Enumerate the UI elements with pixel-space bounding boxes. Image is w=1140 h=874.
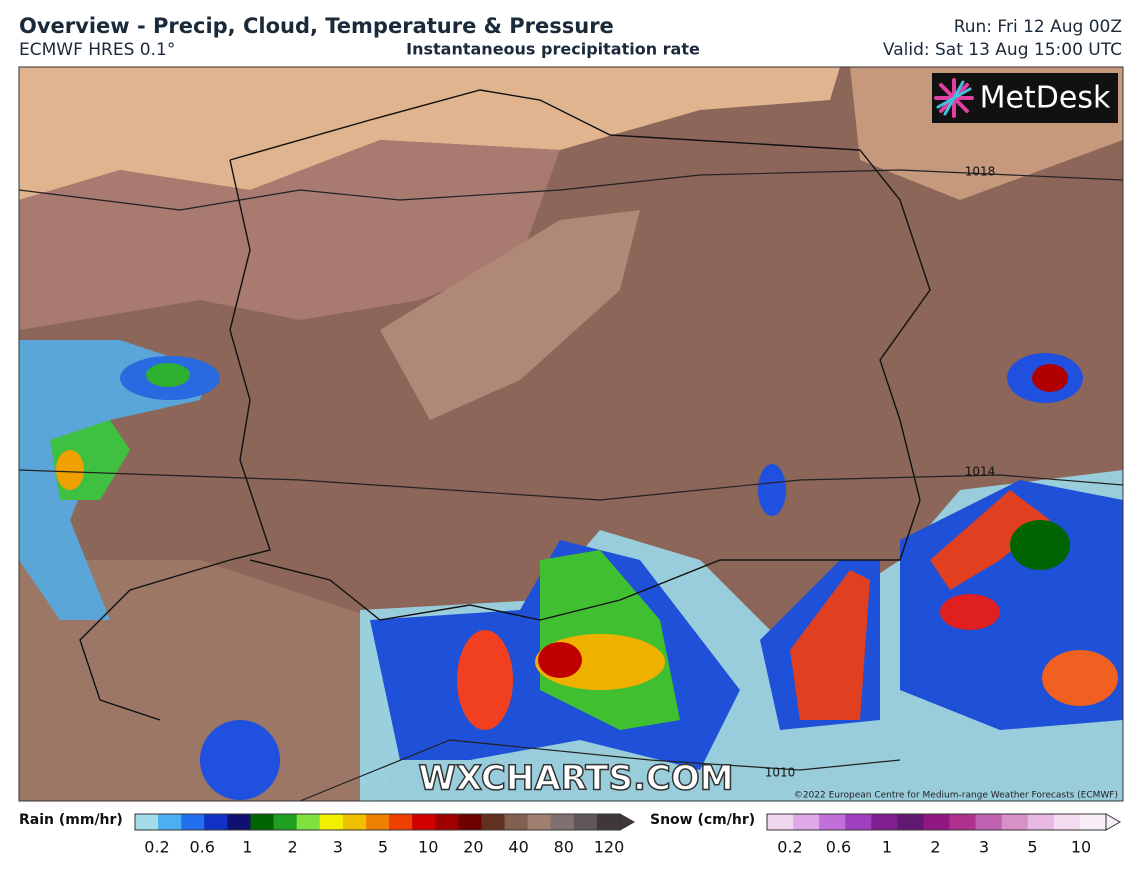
- valid: Valid: Sat 13 Aug 15:00 UTC: [883, 40, 1122, 60]
- precip-heavy: [790, 570, 870, 720]
- legend: 0.2 0.6 1 2 3 5 10 20 40 80 120 0.2 0.6 1 2 3 5 10: [134, 813, 1122, 857]
- rain-swatch: [342, 814, 367, 830]
- border: [79, 89, 931, 721]
- rain-swatch: [250, 814, 275, 830]
- cloud-area: [380, 210, 640, 420]
- rain-swatch: [296, 814, 321, 830]
- rain-label: Rain (mm/hr): [19, 812, 123, 828]
- snow-tick-label: 3: [979, 838, 989, 857]
- rain-tick-label: 5: [378, 838, 388, 857]
- rain-swatch-frame: [134, 813, 621, 831]
- snow-swatch: [1079, 814, 1107, 830]
- snow-swatch: [819, 814, 846, 830]
- rain-swatch: [273, 814, 298, 830]
- snow-swatch: [767, 814, 794, 830]
- isobar: [299, 739, 901, 801]
- map: 1018 1014 1010 MetDesk WXCHARTS.COM ©202…: [18, 66, 1124, 802]
- rain-swatch: [412, 814, 436, 830]
- rain-tick-label: 10: [418, 838, 438, 857]
- isobar-label: 1014: [965, 465, 996, 479]
- rain-swatch: [181, 814, 205, 830]
- snow-swatch: [871, 814, 898, 830]
- title: Overview - Precip, Cloud, Temperature & …: [19, 14, 614, 38]
- subtitle: Instantaneous precipitation rate: [406, 40, 700, 59]
- isobar-label: 1018: [965, 165, 996, 179]
- rain-swatch: [458, 814, 482, 830]
- logo: MetDesk: [980, 81, 1111, 116]
- precip-heavy: [1042, 650, 1118, 706]
- rain-swatch: [204, 814, 228, 830]
- rain-swatch: [596, 814, 621, 830]
- snow-swatch: [1001, 814, 1029, 830]
- isobar-label: 1010: [765, 766, 796, 780]
- rain-tick-label: 2: [288, 838, 298, 857]
- run: Run: Fri 12 Aug 00Z: [954, 17, 1122, 37]
- precip-heavy: [457, 630, 513, 730]
- snow-swatch: [949, 814, 977, 830]
- rain-swatch: [504, 814, 529, 830]
- rain-tick-label: 0.6: [189, 838, 214, 857]
- rain-tick-label: 80: [554, 838, 574, 857]
- rain-swatch: [573, 814, 598, 830]
- precip-heavy: [56, 450, 84, 490]
- isobar: [19, 469, 1123, 501]
- watermark: WXCHARTS.COM: [418, 759, 733, 799]
- snow-swatch: [975, 814, 1003, 830]
- snow-tick-label: 2: [930, 838, 940, 857]
- rain-swatch: [527, 814, 552, 830]
- rain-swatch-arrow: [619, 813, 636, 831]
- precip-medium: [200, 720, 280, 800]
- snow-swatch: [923, 814, 951, 830]
- snow-swatch: [1027, 814, 1055, 830]
- snow-swatch-arrow: [1105, 813, 1122, 831]
- sea-area: [19, 67, 840, 200]
- rain-tick-label: 0.2: [144, 838, 169, 857]
- snow-tick-label: 10: [1071, 838, 1091, 857]
- snow-tick-label: 1: [882, 838, 892, 857]
- model: ECMWF HRES 0.1°: [19, 40, 175, 60]
- isobar: [19, 169, 1123, 211]
- rain-swatch: [365, 814, 390, 830]
- snow-tick-label: 0.2: [777, 838, 802, 857]
- rain-tick-label: 1: [242, 838, 252, 857]
- rain-swatch: [550, 814, 575, 830]
- rain-swatch: [435, 814, 459, 830]
- snow-tick-label: 0.6: [826, 838, 851, 857]
- map-frame: [18, 66, 1124, 802]
- copyright: ©2022 European Centre for Medium-range W…: [794, 791, 1118, 801]
- precip-moderate: [146, 363, 190, 387]
- rain-swatch: [135, 814, 159, 830]
- rain-tick-label: 120: [594, 838, 625, 857]
- precip-intense: [1032, 364, 1068, 392]
- rain-tick-label: 20: [463, 838, 483, 857]
- snow-swatch-frame: [766, 813, 1107, 831]
- cloud-area: [19, 140, 560, 330]
- snow-swatch: [845, 814, 872, 830]
- snow-swatch: [897, 814, 924, 830]
- snow-label: Snow (cm/hr): [650, 812, 755, 828]
- rain-swatch: [389, 814, 413, 830]
- logo-icon: [934, 78, 974, 118]
- rain-swatch: [227, 814, 251, 830]
- rain-swatch: [158, 814, 182, 830]
- rain-swatch: [319, 814, 344, 830]
- precip-medium: [758, 464, 786, 516]
- precip-intense: [538, 642, 582, 678]
- precip-moderate: [1010, 520, 1070, 570]
- precip-heavy: [940, 594, 1000, 630]
- rain-tick-label: 40: [508, 838, 528, 857]
- rain-tick-label: 3: [333, 838, 343, 857]
- snow-swatch: [793, 814, 820, 830]
- precip-heavy: [930, 490, 1050, 590]
- land-area: [19, 560, 420, 801]
- snow-tick-label: 5: [1027, 838, 1037, 857]
- rain-swatch: [481, 814, 506, 830]
- precip-light: [19, 340, 210, 620]
- snow-swatch: [1053, 814, 1081, 830]
